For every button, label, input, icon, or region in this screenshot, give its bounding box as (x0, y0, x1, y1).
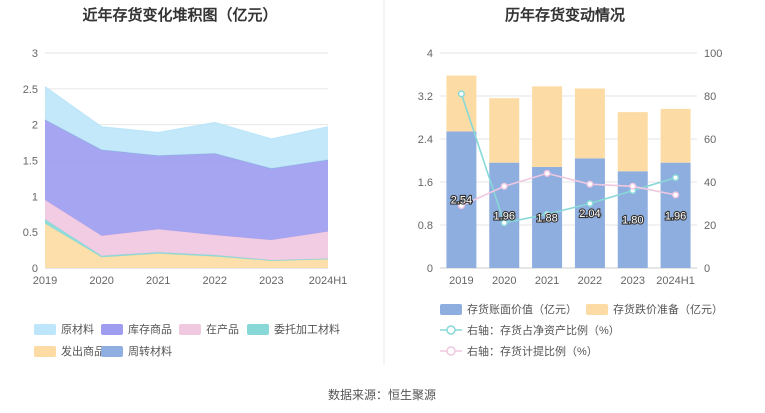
right-y-axis: 0 0.8 1.6 2.4 3.2 4 (418, 48, 433, 275)
legend-swatch (586, 304, 608, 315)
right-legend: 存货账面价值（亿元） 存货跌价准备（亿元） 右轴：存货占净资产比例（%） 右轴：存货计… (440, 302, 723, 358)
y-tick-label: 0 (32, 263, 38, 275)
y-tick-label: 0 (427, 263, 433, 275)
y2-tick-label: 40 (704, 177, 716, 189)
area-5 (45, 86, 328, 169)
x-tick-label: 2022 (203, 275, 227, 287)
legend-swatch (101, 346, 123, 357)
legend-swatch (440, 304, 462, 315)
legend-label: 库存商品 (128, 322, 172, 336)
right-lines (457, 90, 680, 227)
left-y-axis: 0 0.5 1 1.5 2 2.5 3 (23, 48, 38, 275)
legend-label: 右轴：存货计提比例（%） (467, 344, 598, 358)
line-point-2 (672, 174, 680, 182)
line-point-3 (543, 169, 551, 177)
bar-1 (660, 108, 691, 163)
legend-swatch (179, 324, 201, 335)
right-data-labels: 2.54 1.96 1.88 2.04 1.80 1.96 (450, 194, 688, 228)
bar-1 (532, 86, 563, 167)
legend-label: 在产品 (206, 322, 239, 336)
stacked-bar-line-chart: 历年存货变动情况 2.54 1.96 1.88 2.04 1.80 1.96 0 0.8 1.… (418, 6, 723, 358)
left-chart-title: 近年存货变化堆积图（亿元） (82, 6, 277, 24)
line-point-2 (457, 90, 465, 98)
legend-label: 右轴：存货占净资产比例（%） (467, 323, 620, 337)
bar-value-label: 2.04 (579, 208, 600, 220)
bar-1 (617, 112, 648, 172)
line-point-3 (586, 180, 594, 188)
bar-value-label: 2.54 (451, 195, 472, 207)
legend-swatch (34, 346, 56, 357)
legend-marker (446, 346, 456, 356)
legend-swatch (101, 324, 123, 335)
bar-1 (574, 88, 605, 159)
left-x-axis: 2019 2020 2021 2022 2023 2024H1 (33, 275, 348, 287)
bar-0 (489, 162, 520, 268)
y-tick-label: 3 (32, 48, 38, 60)
bar-0 (574, 158, 605, 268)
right-y2-axis: 0 20 40 60 80 100 (704, 48, 722, 275)
line-point-3 (672, 191, 680, 199)
y-tick-label: 2.4 (418, 134, 433, 146)
area-3 (45, 119, 328, 241)
x-tick-label: 2021 (146, 275, 170, 287)
line-point-3 (629, 182, 637, 190)
stacked-area-chart: 近年存货变化堆积图（亿元） 0 0.5 1 1.5 2 2.5 3 2019 2020 2021… (23, 6, 348, 358)
legend-label: 原材料 (61, 322, 94, 336)
line-point-2 (500, 219, 508, 227)
line-point-2 (543, 210, 551, 218)
line-point-2 (586, 199, 594, 208)
legend-label: 委托加工材料 (274, 322, 340, 336)
bar-value-label: 1.88 (536, 212, 557, 224)
bar-1 (489, 98, 520, 163)
right-chart-title: 历年存货变动情况 (505, 6, 625, 24)
x-tick-label: 2023 (621, 275, 645, 287)
bar-value-label: 1.96 (494, 210, 515, 222)
area-2 (45, 199, 328, 261)
legend-label: 发出商品 (61, 344, 105, 358)
y-tick-label: 1 (32, 191, 38, 203)
x-tick-label: 2019 (449, 275, 473, 287)
legend-label: 周转材料 (128, 344, 172, 358)
right-bars (446, 75, 691, 268)
y-tick-label: 1.6 (418, 177, 433, 189)
x-tick-label: 2023 (259, 275, 283, 287)
x-tick-label: 2020 (89, 275, 113, 287)
line-3 (461, 172, 676, 207)
x-tick-label: 2024H1 (309, 275, 348, 287)
x-tick-label: 2020 (492, 275, 516, 287)
y2-tick-label: 60 (704, 134, 716, 146)
x-tick-label: 2021 (535, 275, 559, 287)
y2-tick-label: 100 (704, 48, 722, 60)
y2-tick-label: 20 (704, 220, 716, 232)
y-tick-label: 2.5 (23, 84, 38, 96)
bar-0 (446, 131, 477, 268)
x-tick-label: 2019 (33, 275, 57, 287)
y-tick-label: 1.5 (23, 156, 38, 168)
y2-tick-label: 0 (704, 263, 710, 275)
data-source: 数据来源：恒生聚源 (328, 387, 436, 402)
bar-value-label: 1.80 (622, 215, 643, 227)
right-grid (440, 52, 697, 269)
y-tick-label: 4 (427, 48, 433, 60)
y-tick-label: 3.2 (418, 91, 433, 103)
legend-label: 存货跌价准备（亿元） (613, 302, 723, 316)
y-tick-label: 0.8 (418, 220, 433, 232)
y2-tick-label: 80 (704, 91, 716, 103)
y-tick-label: 2 (32, 120, 38, 132)
legend-swatch (34, 324, 56, 335)
legend-swatch (247, 324, 269, 335)
x-tick-label: 2024H1 (656, 275, 695, 287)
left-areas (44, 86, 329, 268)
legend-label: 存货账面价值（亿元） (467, 302, 577, 316)
y-tick-label: 0.5 (23, 227, 38, 239)
area-edge-5 (44, 86, 329, 140)
line-point-3 (500, 182, 508, 190)
right-x-axis: 2019 2020 2021 2022 2023 2024H1 (449, 275, 695, 287)
bar-value-label: 1.96 (665, 210, 686, 222)
legend-marker (446, 325, 456, 335)
x-tick-label: 2022 (578, 275, 602, 287)
line-point-3 (457, 202, 465, 210)
